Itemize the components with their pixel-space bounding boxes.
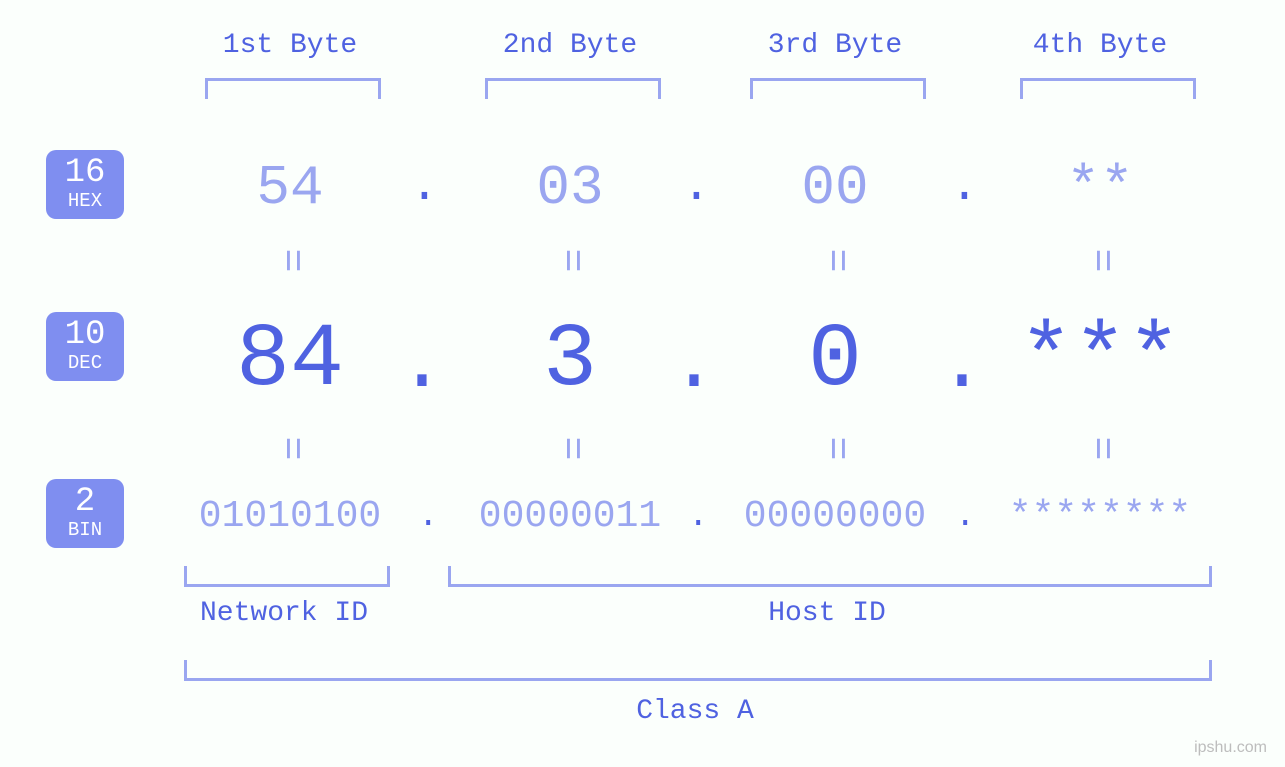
bin-byte-4: ******** [980,495,1220,538]
bin-byte-2: 00000011 [450,495,690,538]
badge-bin-num: 2 [46,485,124,519]
hex-dot-3: . [950,160,979,214]
badge-bin: 2 BIN [46,479,124,548]
bracket-host-id [448,566,1212,587]
bracket-top-byte-1 [205,78,381,99]
bracket-top-byte-3 [750,78,926,99]
label-host-id: Host ID [448,598,1206,629]
badge-dec: 10 DEC [46,312,124,381]
bin-dot-3: . [955,498,975,536]
bin-dot-2: . [688,498,708,536]
label-class: Class A [184,696,1206,727]
hex-dot-1: . [410,160,439,214]
header-byte-4: 4th Byte [990,30,1210,61]
bracket-top-byte-4 [1020,78,1196,99]
header-byte-1: 1st Byte [180,30,400,61]
header-byte-2: 2nd Byte [460,30,680,61]
bin-byte-3: 00000000 [715,495,955,538]
hex-dot-2: . [682,160,711,214]
header-byte-3: 3rd Byte [725,30,945,61]
bin-dot-1: . [418,498,438,536]
bin-byte-1: 01010100 [170,495,410,538]
badge-hex-label: HEX [46,192,124,211]
bracket-top-byte-2 [485,78,661,99]
badge-hex-num: 16 [46,156,124,190]
label-network-id: Network ID [184,598,384,629]
badge-dec-num: 10 [46,318,124,352]
bracket-network-id [184,566,390,587]
dec-dot-1: . [398,320,446,411]
badge-dec-label: DEC [46,354,124,373]
dec-dot-3: . [938,320,986,411]
dec-dot-2: . [670,320,718,411]
badge-hex: 16 HEX [46,150,124,219]
badge-bin-label: BIN [46,521,124,540]
watermark: ipshu.com [1194,739,1267,757]
bracket-class [184,660,1212,681]
